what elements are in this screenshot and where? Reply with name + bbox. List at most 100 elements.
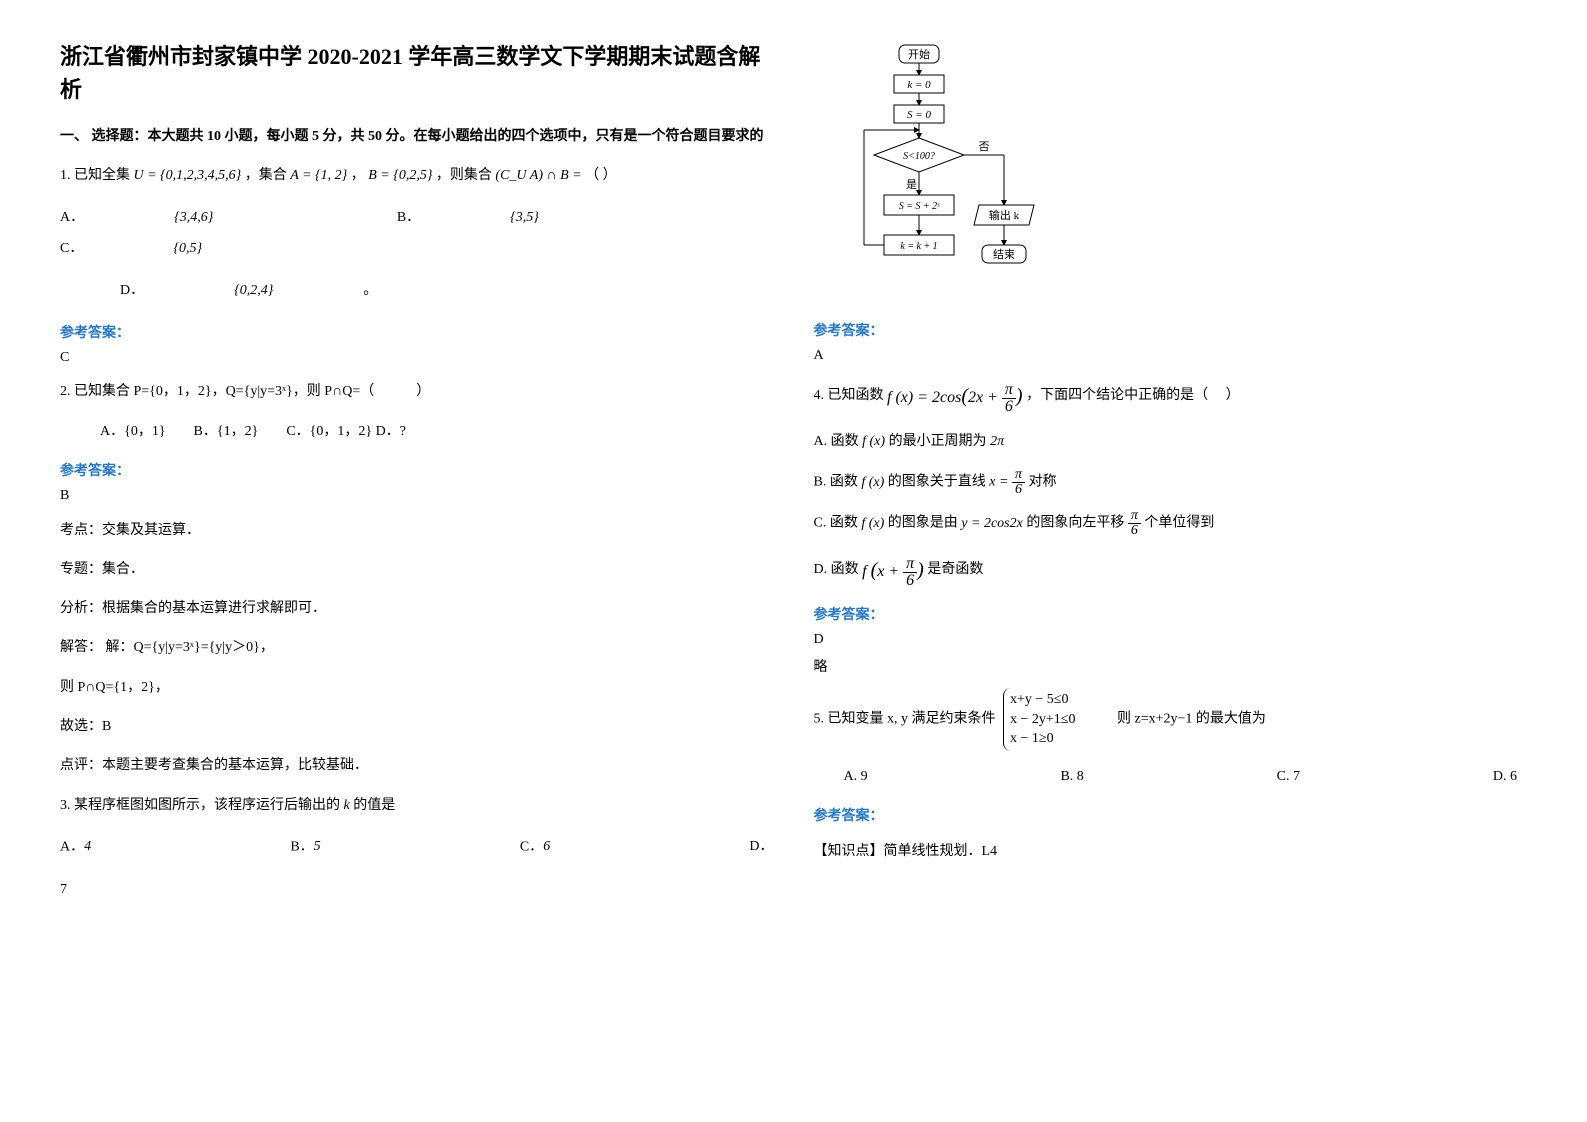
flow-s0: S = 0 [907,109,931,121]
q3-b-label: B． [290,840,313,855]
q2-p1: 考点：交集及其运算． [60,518,774,543]
q1-opt-a: A．{3,4,6} [60,203,303,234]
q3-opt-d-label: D． [749,832,773,863]
flow-no: 否 [978,141,989,153]
q4-stem: 4. 已知函数 f (x) = 2cos(2x + π6) ，下面四个结论中正确… [814,376,1528,416]
q4-c-3: 的图象向左平移 [1026,516,1124,531]
flow-upds: S = S + 2ˢ [898,201,939,212]
q1-comma: ， [351,169,365,184]
q4-c-y: y = 2cos2x [961,510,1023,538]
q1-c-label: C． [60,234,83,265]
q5-sys3: x − 1≥0 [1010,729,1075,749]
q5-text-b: 则 z=x+2y−1 的最大值为 [1089,712,1266,727]
q4-c-fx: f (x) [861,510,884,538]
flow-yes: 是 [906,178,917,191]
q4-d-2: 是奇函数 [927,562,983,577]
q4-opt-d: D. 函数 f (x + π6) 是奇函数 [814,550,1528,590]
flow-updk: k = k + 1 [900,241,937,252]
q3-ans: A [814,348,1528,364]
flowchart-svg: 开始 k = 0 S = 0 S<100? 否 是 [854,40,1074,300]
q2-p6: 故选：B [60,714,774,739]
flow-start: 开始 [908,47,930,61]
q5-opt-a: A. 9 [844,763,868,791]
q4-c-4: 个单位得到 [1144,516,1214,531]
q1-set-a: A = {1, 2} [290,162,347,190]
flow-out: 输出 k [988,208,1019,222]
q3-opt-c: C．6 [520,832,550,863]
q4-opt-b: B. 函数 f (x) 的图象关于直线 x = π6 对称 [814,468,1528,497]
q1-d-label: D． [120,276,144,307]
q5-opt-c: C. 7 [1277,763,1300,791]
q4-d-fx: f (x + π6) [862,550,924,590]
q2-stem: 2. 已知集合 P={0，1，2}，Q={y|y=3ˣ}，则 P∩Q=（ ） [60,378,774,406]
q4-fx: f (x) = 2cos(2x + π6) [887,376,1023,416]
q1-text-c: ，则集合 [436,169,492,184]
q3-stem: 3. 某程序框图如图所示，该程序运行后输出的 k 的值是 [60,792,774,820]
flow-cond: S<100? [903,151,935,162]
q1-set-u: U = {0,1,2,3,4,5,6} [134,162,242,190]
q2-p4: 解答： 解：Q={y|y=3ˣ}={y|y＞0}， [60,635,774,660]
q3-a-label: A． [60,840,84,855]
q2-p3: 分析：根据集合的基本运算进行求解即可． [60,596,774,621]
flow-k0: k = 0 [907,79,931,91]
q3-b-val: 5 [314,832,321,863]
q1-opt-c: C． {0,5} [60,234,292,265]
q1-options-2: D． {0,2,4} 。 [60,276,774,308]
q4-a-fx: f (x) [862,428,885,456]
q5-ans-label: 参考答案： [814,805,1528,825]
right-column: 开始 k = 0 S = 0 S<100? 否 是 [814,40,1528,916]
q3-opt-a: A．4 [60,832,91,863]
q3-text-a: 3. 某程序框图如图所示，该程序运行后输出的 [60,798,340,813]
q3-text-b: 的值是 [353,798,395,813]
left-column: 浙江省衢州市封家镇中学 2020-2021 学年高三数学文下学期期末试题含解析 … [60,40,774,916]
q1-text-a: 1. 已知全集 [60,169,130,184]
q5-opt-d: D. 6 [1493,763,1517,791]
q3-ans-label: 参考答案： [814,320,1528,340]
q1-ans-label: 参考答案： [60,322,774,342]
q4-b-2: 的图象关于直线 [888,475,986,490]
q2-p5: 则 P∩Q={1，2}， [60,675,774,700]
q4-a-1: A. 函数 [814,434,859,449]
doc-title: 浙江省衢州市封家镇中学 2020-2021 学年高三数学文下学期期末试题含解析 [60,40,774,106]
q1-expr: (C_U A) ∩ B = [495,162,581,190]
q1-options: A．{3,4,6} B． {3,5} C． {0,5} [60,203,774,266]
q2-ans: B [60,488,774,504]
q4-c-1: C. 函数 [814,516,858,531]
flow-end: 结束 [993,248,1015,261]
q1-b-val: {3,5} [510,203,539,234]
q4-b-x: x = π6 [989,468,1025,497]
q1-opt-b: B． {3,5} [397,203,629,234]
q1-set-b: B = {0,2,5} [368,162,432,190]
q1-stem: 1. 已知全集 U = {0,1,2,3,4,5,6} ，集合 A = {1, … [60,162,774,190]
q3-k: k [344,792,350,820]
q1-d-val: {0,2,4} [234,276,273,307]
q4-a-val: 2π [990,428,1004,456]
q3-c-val: 6 [543,832,550,863]
q2-ans-label: 参考答案： [60,460,774,480]
q4-c-2: 的图象是由 [888,516,962,531]
flowchart: 开始 k = 0 S = 0 S<100? 否 是 [854,40,1528,300]
q5-stem: 5. 已知变量 x, y 满足约束条件 x+y − 5≤0 x − 2y+1≤0… [814,688,1528,751]
q1-a-val: {3,4,6} [174,203,213,234]
q4-text-a: 4. 已知函数 [814,388,884,403]
q1-tail: （ ） [585,169,617,184]
q4-a-2: 的最小正周期为 [889,434,991,449]
q5-text-a: 5. 已知变量 x, y 满足约束条件 [814,712,996,727]
q1-text-b: ，集合 [245,169,287,184]
q3-a-val: 4 [84,832,91,863]
q4-ans-label: 参考答案： [814,604,1528,624]
q2-p2: 专题：集合． [60,557,774,582]
q2-p7: 点评：本题主要考查集合的基本运算，比较基础． [60,753,774,778]
q5-system: x+y − 5≤0 x − 2y+1≤0 x − 1≥0 [1003,688,1081,751]
q5-sys1: x+y − 5≤0 [1010,690,1075,710]
q1-c-val: {0,5} [173,234,202,265]
q1-d-period: 。 [363,276,377,307]
q1-opt-d: D． {0,2,4} 。 [120,276,467,307]
q1-ans: C [60,350,774,366]
q4-b-fx: f (x) [861,469,884,497]
q4-opt-a: A. 函数 f (x) 的最小正周期为 2π [814,428,1528,456]
section-head: 一、 选择题：本大题共 10 小题，每小题 5 分，共 50 分。在每小题给出的… [60,126,774,148]
q1-b-label: B． [397,203,420,234]
q4-b-3: 对称 [1028,475,1056,490]
q5-opts: A. 9 B. 8 C. 7 D. 6 [814,763,1528,791]
